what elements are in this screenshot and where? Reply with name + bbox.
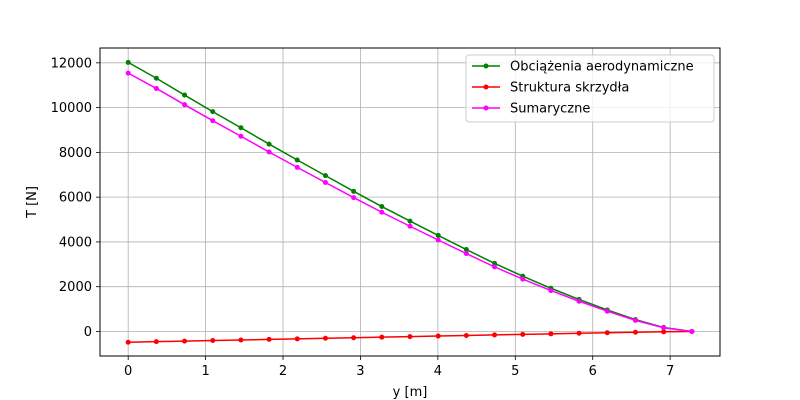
- data-point: [322, 179, 328, 185]
- data-point: [351, 335, 357, 341]
- data-point: [379, 334, 385, 340]
- data-point: [182, 102, 188, 108]
- data-point: [407, 334, 413, 340]
- data-point: [238, 125, 244, 131]
- data-point: [210, 338, 216, 344]
- data-point: [153, 85, 159, 91]
- series-3: [125, 70, 695, 334]
- data-point: [548, 331, 554, 337]
- legend-item: Sumaryczne: [472, 102, 590, 117]
- data-point: [294, 336, 300, 342]
- x-tick-label: 4: [434, 364, 442, 379]
- y-tick-label: 4000: [59, 235, 92, 250]
- data-point: [125, 59, 131, 65]
- data-point: [604, 308, 610, 314]
- data-point: [266, 149, 272, 155]
- data-point: [435, 333, 441, 339]
- legend-box: [465, 54, 715, 123]
- data-point: [153, 339, 159, 345]
- y-tick-label: 6000: [59, 191, 92, 206]
- data-point: [492, 332, 498, 338]
- x-tick-label: 0: [124, 364, 132, 379]
- series-2: [125, 328, 695, 345]
- data-point: [266, 336, 272, 342]
- legend-label: Sumaryczne: [510, 102, 590, 117]
- data-point: [379, 204, 385, 210]
- data-point: [294, 157, 300, 163]
- data-point: [294, 164, 300, 170]
- data-point: [125, 70, 131, 76]
- data-point: [661, 329, 667, 335]
- data-point: [520, 331, 526, 337]
- y-tick-label: 12000: [51, 56, 92, 71]
- y-tick-label: 8000: [59, 146, 92, 161]
- plot-frame: [99, 47, 721, 357]
- x-axis-label: y [m]: [393, 385, 428, 400]
- legend: Obciążenia aerodynamiczne Struktura skrzy…: [465, 54, 715, 123]
- data-point: [407, 218, 413, 224]
- data-point: [351, 195, 357, 201]
- data-point: [689, 328, 695, 334]
- data-point: [463, 332, 469, 338]
- data-point: [632, 329, 638, 335]
- data-point: [463, 247, 469, 253]
- data-point: [463, 251, 469, 257]
- data-point: [492, 260, 498, 266]
- data-point: [576, 330, 582, 336]
- data-point: [153, 75, 159, 81]
- data-point: [604, 330, 610, 336]
- x-tick-label: 1: [201, 364, 209, 379]
- data-point: [322, 173, 328, 179]
- data-point: [435, 232, 441, 238]
- data-point: [576, 298, 582, 304]
- data-point: [435, 237, 441, 243]
- data-point: [548, 288, 554, 294]
- legend-item: Struktura skrzydła: [472, 81, 629, 96]
- data-point: [520, 276, 526, 282]
- data-point: [210, 109, 216, 115]
- y-tick-label: 0: [84, 325, 92, 340]
- y-tick-label: 10000: [51, 101, 92, 116]
- data-point: [238, 337, 244, 343]
- data-point: [322, 335, 328, 341]
- data-point: [238, 133, 244, 139]
- legend-marker: [483, 63, 489, 69]
- data-point: [632, 317, 638, 323]
- y-axis-label: T [N]: [25, 186, 40, 219]
- data-point: [182, 338, 188, 344]
- legend-label: Obciążenia aerodynamiczne: [510, 60, 694, 75]
- x-tick-label: 2: [279, 364, 287, 379]
- x-tick-label: 6: [589, 364, 597, 379]
- legend-marker: [483, 84, 489, 90]
- data-point: [661, 325, 667, 331]
- data-point: [492, 264, 498, 270]
- data-point: [351, 188, 357, 194]
- legend-label: Struktura skrzydła: [510, 81, 629, 96]
- data-point: [379, 209, 385, 215]
- x-tick-label: 5: [511, 364, 519, 379]
- x-tick-label: 3: [356, 364, 364, 379]
- y-tick-label: 2000: [59, 280, 92, 295]
- legend-marker: [483, 105, 489, 111]
- data-point: [125, 339, 131, 345]
- data-point: [407, 223, 413, 229]
- data-point: [210, 118, 216, 124]
- axis-ticks: 0 1 2 3 4 5 6 7 0 2000 4000 6000 8000 10000 12000: [51, 56, 675, 379]
- data-point: [266, 141, 272, 147]
- series-layer: [125, 59, 695, 345]
- legend-item: Obciążenia aerodynamiczne: [472, 60, 694, 75]
- data-point: [182, 92, 188, 98]
- x-tick-label: 7: [666, 364, 674, 379]
